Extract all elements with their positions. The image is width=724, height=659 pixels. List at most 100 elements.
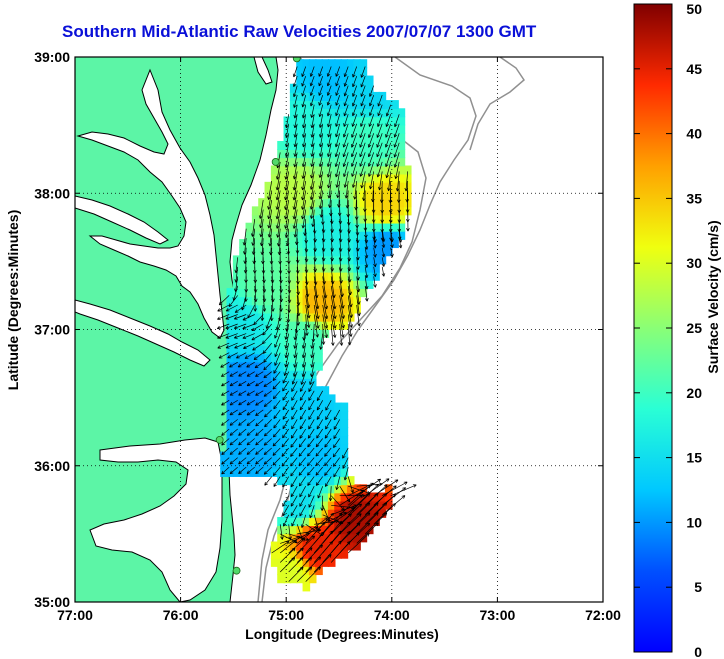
velocity-vector [330, 304, 337, 329]
velocity-vector [301, 362, 307, 378]
velocity-cell [296, 108, 304, 118]
velocity-cell [258, 443, 266, 453]
velocity-cell [264, 255, 273, 265]
velocity-cell [251, 435, 260, 445]
x-tick-label: 74:00 [374, 607, 410, 623]
velocity-cell [264, 271, 273, 281]
velocity-vector [292, 209, 298, 229]
velocity-vector [251, 238, 256, 255]
velocity-cell [334, 484, 342, 494]
velocity-cell [384, 484, 393, 494]
velocity-cell [372, 255, 380, 265]
velocity-cell [264, 279, 273, 289]
velocity-cell [327, 484, 336, 494]
velocity-vector [262, 276, 267, 293]
velocity-vector [255, 438, 264, 446]
velocity-cell [296, 124, 304, 134]
velocity-cell [270, 353, 279, 363]
velocity-cell [327, 443, 336, 453]
velocity-cell [296, 75, 304, 85]
velocity-vector [351, 161, 358, 177]
velocity-cell [378, 492, 387, 502]
velocity-vector [326, 66, 332, 77]
velocity-cell [327, 165, 336, 175]
velocity-vector [388, 180, 393, 204]
velocity-cell [289, 328, 298, 338]
velocity-cell [397, 181, 406, 191]
velocity-cell [340, 492, 349, 502]
velocity-vector [310, 352, 315, 368]
velocity-vector [364, 247, 369, 259]
velocity-vector [243, 257, 248, 274]
velocity-vector [282, 409, 290, 420]
velocity-cell [245, 222, 254, 232]
velocity-cell [302, 59, 311, 69]
velocity-vector [327, 133, 332, 148]
velocity-cell [391, 157, 399, 167]
velocity-vector [273, 419, 281, 429]
velocity-vector [255, 457, 264, 465]
velocity-cell [277, 140, 285, 150]
velocity-cell [346, 173, 355, 183]
velocity-cell [315, 173, 323, 183]
velocity-cell [334, 181, 342, 191]
velocity-cell [321, 206, 330, 216]
velocity-cell [277, 255, 285, 265]
velocity-cell [340, 476, 349, 486]
velocity-vector [267, 219, 273, 238]
velocity-cell [239, 345, 247, 355]
velocity-cell [403, 173, 412, 183]
velocity-cell [232, 467, 241, 477]
x-tick-label: 73:00 [479, 607, 515, 623]
velocity-vector [308, 486, 315, 498]
velocity-cell [232, 410, 241, 420]
velocity-cell [283, 525, 292, 535]
velocity-cell [245, 328, 254, 338]
velocity-cell [372, 247, 380, 257]
velocity-cell [391, 165, 399, 175]
velocity-vector [234, 304, 247, 313]
velocity-cell [296, 222, 304, 232]
velocity-vector [296, 285, 301, 306]
velocity-vector [242, 323, 255, 330]
velocity-vector [309, 190, 315, 210]
velocity-vector [320, 495, 325, 511]
velocity-vector [282, 419, 289, 430]
velocity-cell [365, 165, 374, 175]
velocity-cell [283, 378, 292, 388]
y-tick-label: 39:00 [34, 49, 70, 65]
velocity-cell [264, 451, 273, 461]
velocity-cell [258, 361, 266, 371]
velocity-vector [305, 276, 310, 297]
velocity-vector [255, 409, 264, 417]
velocity-cell [365, 263, 374, 273]
velocity-vector [287, 276, 292, 294]
velocity-cell [296, 247, 304, 257]
velocity-cell [289, 279, 298, 289]
velocity-vector [385, 114, 392, 127]
velocity-vector [284, 133, 290, 148]
velocity-vector [318, 133, 324, 148]
velocity-vector [229, 419, 238, 426]
velocity-cell [302, 214, 311, 224]
velocity-cell [359, 222, 368, 232]
velocity-cell [283, 443, 292, 453]
velocity-cell [334, 100, 342, 110]
velocity-cell [346, 484, 355, 494]
velocity-cell [289, 157, 298, 167]
velocity-vector [367, 133, 375, 148]
velocity-vector [284, 142, 290, 158]
velocity-cell [365, 271, 374, 281]
velocity-cell [346, 255, 355, 265]
velocity-cell [372, 165, 380, 175]
velocity-cell [321, 541, 330, 551]
velocity-cell [296, 165, 304, 175]
velocity-cell [245, 304, 254, 314]
velocity-cell [340, 157, 349, 167]
velocity-cell [232, 386, 241, 396]
velocity-cell [327, 533, 336, 543]
velocity-cell [391, 214, 399, 224]
velocity-cell [239, 402, 247, 412]
velocity-cell [334, 91, 342, 101]
